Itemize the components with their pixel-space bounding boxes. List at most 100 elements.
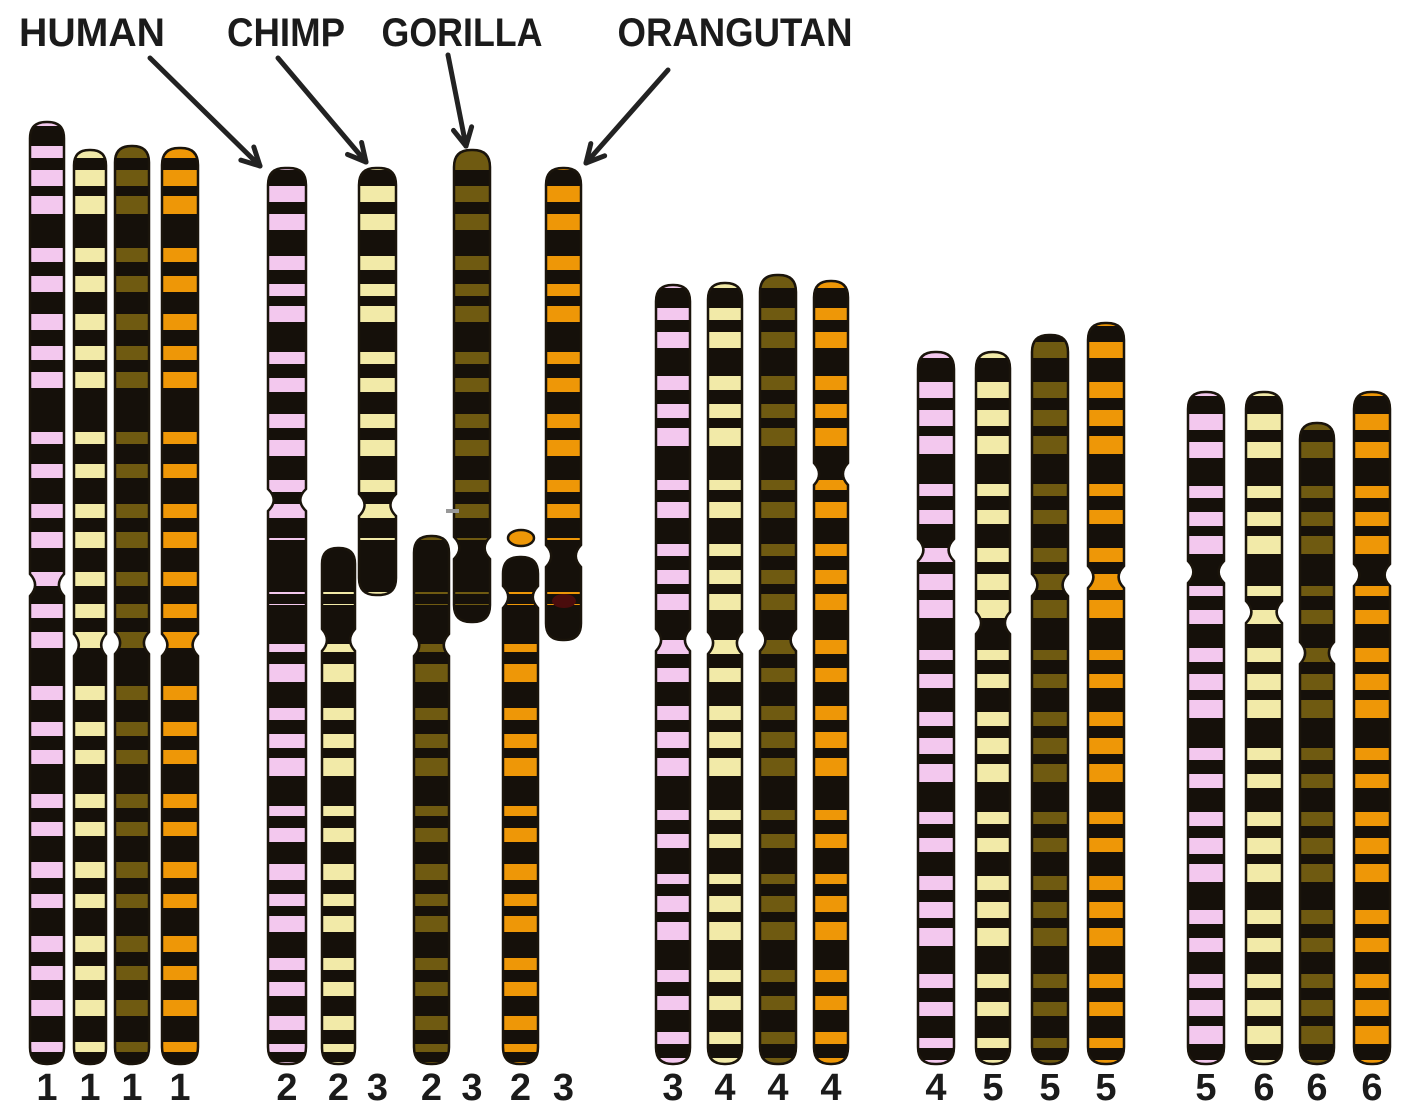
band — [268, 932, 306, 958]
band — [322, 970, 355, 982]
band — [414, 652, 449, 664]
chromosome-human-1 — [28, 120, 66, 1066]
chromosome-bands — [1354, 396, 1390, 1060]
band — [656, 982, 690, 996]
band — [1300, 854, 1334, 864]
band — [1300, 458, 1334, 486]
band — [30, 618, 64, 632]
band — [656, 748, 690, 758]
chromosome-outline — [266, 166, 308, 1066]
band — [268, 996, 306, 1016]
chromosome-bands — [1188, 396, 1224, 1060]
band — [1088, 454, 1124, 484]
band — [918, 946, 954, 974]
band — [359, 456, 396, 480]
band — [708, 390, 742, 404]
band — [414, 578, 449, 592]
band — [115, 700, 149, 722]
chromosome-chimp-6 — [1244, 390, 1284, 1066]
band — [74, 980, 106, 1000]
band — [322, 720, 355, 734]
band — [1188, 788, 1224, 812]
band — [162, 444, 198, 464]
band — [74, 618, 106, 632]
band — [162, 158, 198, 170]
band — [503, 776, 538, 806]
band — [1088, 726, 1124, 738]
band — [546, 170, 581, 186]
band — [760, 390, 796, 404]
band — [1032, 688, 1068, 712]
band — [322, 748, 355, 758]
band — [1188, 458, 1224, 486]
band — [1188, 526, 1224, 536]
arrow-gorilla — [445, 52, 469, 149]
band — [708, 654, 742, 668]
chromosome-chimp-3 — [357, 166, 398, 597]
band — [268, 1030, 306, 1044]
band — [708, 912, 742, 922]
band — [814, 848, 848, 874]
band — [1188, 498, 1224, 512]
chromosome-bands — [414, 540, 449, 1062]
band — [503, 1030, 538, 1044]
band — [976, 782, 1010, 812]
band — [268, 970, 306, 982]
band — [74, 444, 106, 464]
band — [503, 562, 538, 578]
band — [760, 940, 796, 970]
band — [1188, 988, 1224, 1000]
chromosome-outline — [544, 166, 583, 642]
band — [503, 816, 538, 828]
band — [760, 1044, 796, 1058]
band — [115, 764, 149, 794]
chromosome-body — [162, 148, 198, 1064]
band — [414, 816, 449, 828]
band — [1300, 760, 1334, 774]
band — [814, 982, 848, 996]
chromosome-outline — [113, 144, 151, 1066]
band — [1354, 1044, 1390, 1060]
species-callout-chimp: CHIMP — [227, 11, 369, 165]
chromosome-bands — [1032, 335, 1068, 1060]
band — [1088, 782, 1124, 812]
chromosome-orangutan-1 — [160, 146, 200, 1066]
band — [1246, 760, 1282, 774]
band — [30, 952, 64, 966]
band — [1032, 562, 1068, 574]
band — [976, 852, 1010, 876]
chromosome-orangutan-6 — [1352, 390, 1392, 1066]
band — [708, 776, 742, 810]
chromosome-number-label: 4 — [714, 1067, 735, 1109]
band — [656, 418, 690, 428]
band — [760, 848, 796, 874]
band — [1188, 1044, 1224, 1060]
chromosome-gorilla-3 — [452, 148, 492, 624]
band — [1354, 498, 1390, 512]
band — [1188, 1016, 1224, 1026]
band — [1088, 618, 1124, 650]
band — [30, 548, 64, 572]
band — [30, 980, 64, 1000]
chromosome-number-label: 3 — [461, 1067, 482, 1109]
chromosome-outline — [1352, 390, 1392, 1066]
band — [115, 444, 149, 464]
band — [268, 456, 306, 480]
band — [1354, 854, 1390, 864]
satellite-maroon — [552, 594, 576, 608]
band — [1354, 690, 1390, 700]
band — [1188, 396, 1224, 414]
band — [503, 880, 538, 894]
band — [814, 1010, 848, 1032]
band — [656, 654, 690, 668]
species-label-orangutan: ORANGUTAN — [618, 11, 853, 55]
band — [162, 214, 198, 248]
band — [115, 648, 149, 686]
band — [1246, 826, 1282, 838]
species-label-human: HUMAN — [19, 11, 165, 55]
band — [115, 478, 149, 504]
band — [1246, 854, 1282, 864]
band — [454, 578, 490, 592]
band — [30, 478, 64, 504]
